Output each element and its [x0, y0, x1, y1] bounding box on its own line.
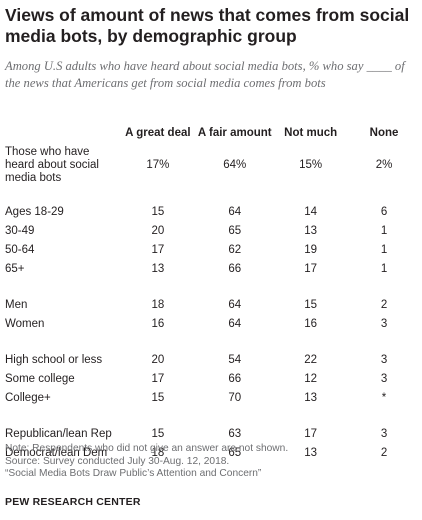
- cell-value: 18: [151, 446, 165, 459]
- cell-value: 2%: [375, 158, 393, 171]
- column-header: A great deal: [125, 127, 191, 139]
- cell-value: 13: [304, 224, 318, 237]
- header-spacer: [0, 127, 121, 145]
- cell-value: 1: [380, 224, 388, 237]
- cell-value: 17: [304, 262, 318, 275]
- header-row: A great deal A fair amount Not much None: [0, 127, 422, 145]
- row-label: 65+: [5, 262, 25, 275]
- cell-value: 17: [151, 243, 165, 256]
- cell-value: 66: [228, 262, 242, 275]
- table-row: Men 18 64 15 2: [0, 295, 422, 314]
- row-label: College+: [5, 391, 51, 404]
- cell-value: 17: [304, 427, 318, 440]
- cell-value: 15%: [299, 158, 323, 171]
- column-header: None: [369, 127, 399, 139]
- table-row: 50-64 17 62 19 1: [0, 240, 422, 259]
- cell-value: 66: [228, 372, 242, 385]
- table-row: Republican/lean Rep 15 63 17 3: [0, 424, 422, 443]
- column-header: Not much: [284, 127, 338, 139]
- table-row: Those who have heard about social media …: [0, 145, 422, 185]
- cell-value: 15: [151, 427, 165, 440]
- note-line: Note: Respondents who did not give an an…: [5, 443, 289, 454]
- table-row: Women 16 64 16 3: [0, 314, 422, 333]
- cell-value: 15: [151, 391, 165, 404]
- cell-value: 13: [304, 391, 318, 404]
- cell-value: 13: [151, 262, 165, 275]
- cell-value: 64%: [223, 158, 247, 171]
- cell-value: 20: [151, 224, 165, 237]
- cell-value: 64: [228, 317, 242, 330]
- cell-value: 3: [380, 353, 388, 366]
- cell-value: 65: [228, 446, 242, 459]
- row-label: Women: [5, 317, 45, 330]
- row-spacer: [0, 278, 422, 295]
- cell-value: 3: [380, 427, 388, 440]
- cell-value: 70: [228, 391, 242, 404]
- row-spacer: [0, 333, 422, 350]
- cell-value: 20: [151, 353, 165, 366]
- cell-value: 15: [304, 298, 318, 311]
- cell-value: 3: [380, 372, 388, 385]
- cell-value: 64: [228, 205, 242, 218]
- data-table: A great deal A fair amount Not much None…: [0, 127, 422, 462]
- table-row: College+ 15 70 13 *: [0, 388, 422, 407]
- chart-subtitle: Among U.S adults who have heard about so…: [5, 59, 405, 90]
- source-line: Source: Survey conducted July 30-Aug. 12…: [5, 455, 230, 467]
- cell-value: 1: [380, 262, 388, 275]
- table-row: 65+ 13 66 17 1: [0, 259, 422, 278]
- table-row: 30-49 20 65 13 1: [0, 221, 422, 240]
- cell-value: 22: [304, 353, 318, 366]
- row-label: Ages 18-29: [5, 205, 64, 218]
- row-spacer: [0, 185, 422, 202]
- cell-value: 65: [228, 224, 242, 237]
- table-row: Democrat/lean Dem 18 65 13 2: [0, 443, 422, 462]
- row-label: 50-64: [5, 243, 35, 256]
- brand-logo-text: PEW RESEARCH CENTER: [5, 496, 141, 508]
- cell-value: 18: [151, 298, 165, 311]
- cell-value: 17%: [146, 158, 170, 171]
- row-label: Democrat/lean Dem: [5, 446, 108, 459]
- cell-value: 54: [228, 353, 242, 366]
- row-spacer: [0, 407, 422, 424]
- row-label: Men: [5, 298, 28, 311]
- table-row: High school or less 20 54 22 3: [0, 350, 422, 369]
- cell-value: 13: [304, 446, 318, 459]
- cell-value: 2: [380, 298, 388, 311]
- cell-value: 16: [151, 317, 165, 330]
- table-row: Ages 18-29 15 64 14 6: [0, 202, 422, 221]
- cell-value: 16: [304, 317, 318, 330]
- cell-value: 14: [304, 205, 318, 218]
- cell-value: 17: [151, 372, 165, 385]
- cell-value: 63: [228, 427, 242, 440]
- chart-notes: Note: Respondents who did not give an an…: [5, 443, 417, 481]
- row-label: Those who have heard about social media …: [5, 145, 99, 184]
- column-header: A fair amount: [197, 127, 272, 139]
- cell-value: 6: [380, 205, 388, 218]
- cell-value: 3: [380, 317, 388, 330]
- cell-value: 62: [228, 243, 242, 256]
- cell-value: 12: [304, 372, 318, 385]
- cell-value: 64: [228, 298, 242, 311]
- cell-value: 15: [151, 205, 165, 218]
- row-label: 30-49: [5, 224, 35, 237]
- cell-value: *: [381, 391, 387, 404]
- cell-value: 1: [380, 243, 388, 256]
- table-row: Some college 17 66 12 3: [0, 369, 422, 388]
- cell-value: 2: [380, 446, 388, 459]
- row-label: Republican/lean Rep: [5, 427, 112, 440]
- cell-value: 19: [304, 243, 318, 256]
- report-title-line: “Social Media Bots Draw Public’s Attenti…: [5, 468, 262, 479]
- chart-title: Views of amount of news that comes from …: [5, 5, 410, 46]
- row-label: Some college: [5, 372, 75, 385]
- row-label: High school or less: [5, 353, 103, 366]
